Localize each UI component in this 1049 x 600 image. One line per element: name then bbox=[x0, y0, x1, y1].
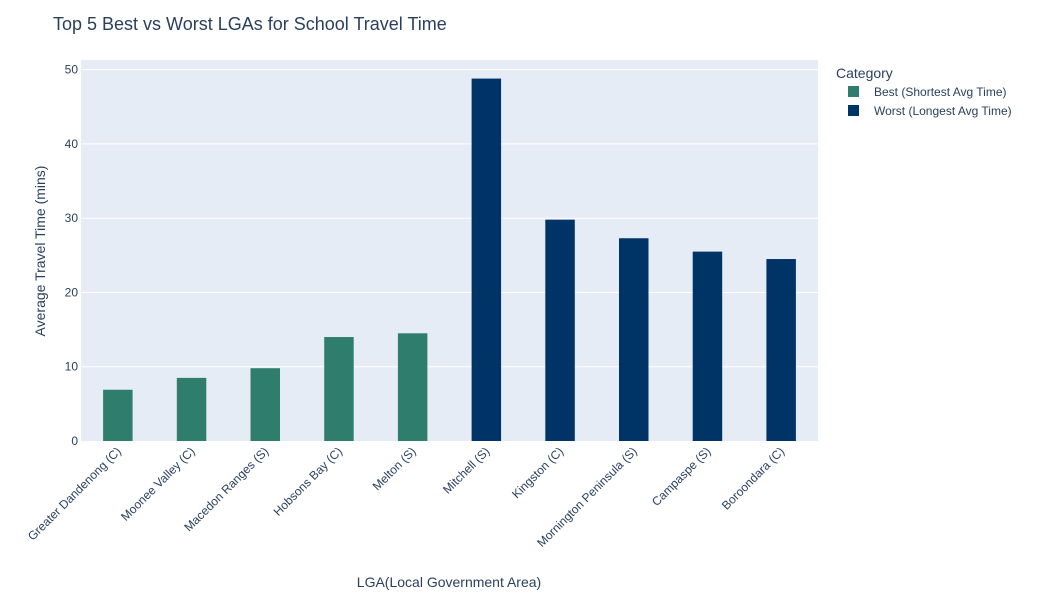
bar[interactable] bbox=[545, 219, 575, 441]
bar[interactable] bbox=[692, 251, 723, 441]
bars bbox=[103, 78, 796, 441]
y-tick-label: 40 bbox=[65, 137, 79, 151]
chart-title: Top 5 Best vs Worst LGAs for School Trav… bbox=[53, 14, 447, 34]
y-axis-ticks: 0 10 20 30 40 50 bbox=[65, 63, 79, 448]
bar[interactable] bbox=[250, 368, 280, 441]
x-tick-label: Melton (S) bbox=[370, 444, 419, 493]
x-tick-label: Moonee Valley (C) bbox=[118, 444, 198, 524]
x-tick-label: Kingston (C) bbox=[509, 444, 566, 501]
legend-title: Category bbox=[836, 65, 893, 81]
bar[interactable] bbox=[766, 259, 796, 441]
x-axis-ticks: Greater Dandenong (C)Moonee Valley (C)Ma… bbox=[25, 444, 787, 550]
x-tick-label: Boroondara (C) bbox=[719, 444, 787, 512]
y-tick-label: 20 bbox=[65, 285, 79, 299]
bar[interactable] bbox=[103, 389, 133, 441]
x-tick-label: Greater Dandenong (C) bbox=[25, 444, 124, 543]
y-tick-label: 30 bbox=[65, 211, 79, 225]
x-axis-title: LGA(Local Government Area) bbox=[357, 574, 541, 590]
legend-label[interactable]: Best (Shortest Avg Time) bbox=[874, 85, 1007, 99]
y-tick-label: 10 bbox=[65, 360, 79, 374]
x-tick-label: Hobsons Bay (C) bbox=[271, 444, 346, 519]
legend-swatch[interactable] bbox=[848, 105, 859, 116]
legend-swatch[interactable] bbox=[848, 86, 859, 97]
bar[interactable] bbox=[397, 333, 428, 441]
y-tick-label: 0 bbox=[71, 434, 78, 448]
x-tick-label: Mitchell (S) bbox=[440, 444, 492, 496]
y-axis-title: Average Travel Time (mins) bbox=[32, 166, 48, 337]
bar[interactable] bbox=[324, 337, 354, 441]
bar[interactable] bbox=[176, 377, 207, 441]
x-tick-label: Campaspe (S) bbox=[649, 444, 714, 509]
legend-label[interactable]: Worst (Longest Avg Time) bbox=[874, 104, 1012, 118]
x-tick-label: Macedon Ranges (S) bbox=[181, 444, 271, 534]
y-tick-label: 50 bbox=[65, 63, 79, 77]
bar[interactable] bbox=[619, 238, 649, 441]
bar[interactable] bbox=[471, 78, 502, 441]
legend[interactable]: Category Best (Shortest Avg Time) Worst (… bbox=[836, 65, 1012, 118]
